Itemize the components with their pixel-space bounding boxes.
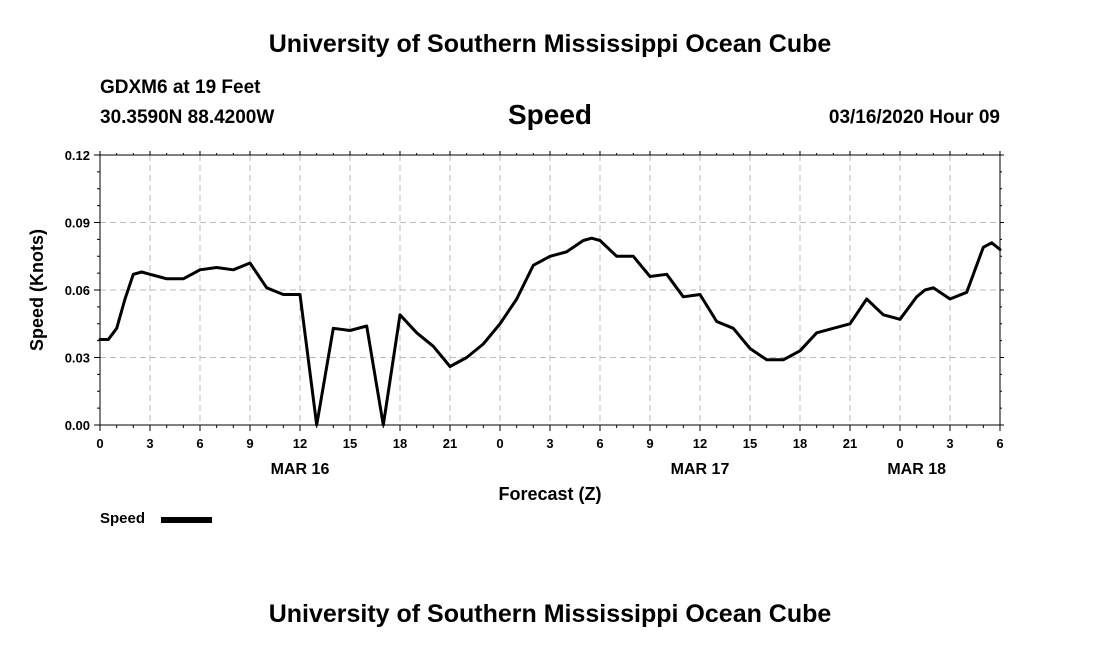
station-label: GDXM6 at 19 Feet <box>100 77 261 98</box>
y-axis-title: Speed (Knots) <box>27 229 47 351</box>
x-tick-label: 6 <box>996 436 1003 451</box>
axis-ticks <box>94 151 1004 431</box>
y-tick-label: 0.00 <box>65 418 90 433</box>
y-tick-label: 0.03 <box>65 351 90 366</box>
speed-series-line <box>98 236 1002 427</box>
page-title: University of Southern Mississippi Ocean… <box>268 30 832 58</box>
legend-swatch <box>161 517 212 523</box>
x-tick-label: 3 <box>946 436 953 451</box>
x-tick-label: 21 <box>443 436 457 451</box>
x-tick-label: 15 <box>343 436 357 451</box>
date-label: MAR 18 <box>887 461 946 478</box>
x-tick-label: 0 <box>96 436 103 451</box>
x-tick-label: 6 <box>196 436 203 451</box>
datetime-label: 03/16/2020 Hour 09 <box>828 107 1000 128</box>
x-tick-label: 21 <box>843 436 857 451</box>
x-tick-label: 18 <box>793 436 807 451</box>
x-tick-label: 3 <box>546 436 553 451</box>
legend-label: Speed <box>100 510 146 527</box>
x-tick-label: 9 <box>246 436 253 451</box>
x-tick-label: 6 <box>596 436 603 451</box>
x-tick-label: 18 <box>393 436 407 451</box>
y-tick-label: 0.12 <box>65 148 90 163</box>
x-tick-label: 0 <box>496 436 503 451</box>
y-tick-label: 0.09 <box>65 216 90 231</box>
footer-title: University of Southern Mississippi Ocean… <box>268 600 832 628</box>
y-tick-label: 0.06 <box>65 283 90 298</box>
x-tick-label: 12 <box>693 436 707 451</box>
coordinates-label: 30.3590N 88.4200W <box>100 107 275 128</box>
x-tick-label: 0 <box>896 436 903 451</box>
x-tick-label: 15 <box>743 436 757 451</box>
grid <box>100 155 1000 425</box>
x-tick-label: 3 <box>146 436 153 451</box>
date-label: MAR 16 <box>271 461 330 478</box>
x-tick-label: 9 <box>646 436 653 451</box>
chart-title: Speed <box>507 99 593 130</box>
x-tick-label: 12 <box>293 436 307 451</box>
date-label: MAR 17 <box>671 461 730 478</box>
x-axis-title: Forecast (Z) <box>498 484 601 504</box>
tick-labels: 0 3 6 9 12 15 18 21 0 3 6 9 12 15 18 21 0 3 6 0.00 0.03 0.06 0… <box>65 148 1004 478</box>
